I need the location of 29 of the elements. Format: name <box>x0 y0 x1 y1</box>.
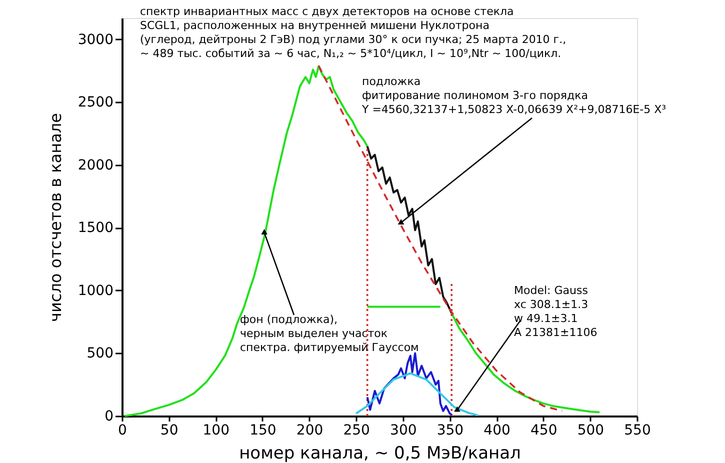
y-tick-label: 2500 <box>78 94 114 111</box>
y-tick-label: 1500 <box>78 220 114 236</box>
x-tick-label: 550 <box>624 422 651 438</box>
text: спектр инвариантных масс с двух детекторов на основе стекла SCGL1, расположенных на внутренней мишени Нуклотрона (углерод, дейтроны 2 ГэВ) под углами 30° к оси пучка; 25 марта 2010 г., ~ 489 тыс. событий за ~ 6 час, N₁,₂ ~ 5*10⁴/цикл, I ~ 10⁹,Ntr ~ 100/цикл. <box>140 5 566 60</box>
x-tick-label: 150 <box>250 422 276 438</box>
x-axis-title: номер канала, ~ 0,5 МэВ/канал <box>239 444 521 463</box>
x-tick-label: 50 <box>160 422 178 438</box>
x-tick-label: 0 <box>118 422 127 438</box>
x-tick-label: 450 <box>530 422 558 438</box>
y-tick-label: 2000 <box>78 157 114 174</box>
annotation: подложка фитирование полиномом 3-го порядка Y =4560,32137+1,50823 X-0,06639 X²+9,08716E-5 X³ <box>361 75 666 116</box>
x-tick-label: 100 <box>202 422 230 438</box>
line-series <box>366 145 453 314</box>
annotation: фон (подложка), черным выделен участок спектра. фитируемый Гауссом <box>240 313 419 354</box>
y-tick-label: 1000 <box>78 282 114 299</box>
x-tick-label: 400 <box>484 422 510 438</box>
x-tick-label: 350 <box>436 422 464 438</box>
line-series <box>355 372 479 416</box>
line-series <box>450 312 601 414</box>
x-tick-label: 250 <box>343 422 370 438</box>
y-tick-label: 3000 <box>78 32 114 48</box>
x-tick-label: 200 <box>296 422 324 438</box>
x-tick-label: 500 <box>577 422 604 438</box>
y-tick-label: 500 <box>86 346 114 362</box>
annotation: Model: Gauss xc 308.1±1.3 w 49.1±3.1 A 21381±1106 <box>514 284 598 339</box>
x-tick-label: 300 <box>390 422 417 438</box>
line-series <box>366 352 453 416</box>
y-axis-title: число отсчетов в канале <box>46 113 65 322</box>
y-tick-label: 0 <box>104 408 114 424</box>
